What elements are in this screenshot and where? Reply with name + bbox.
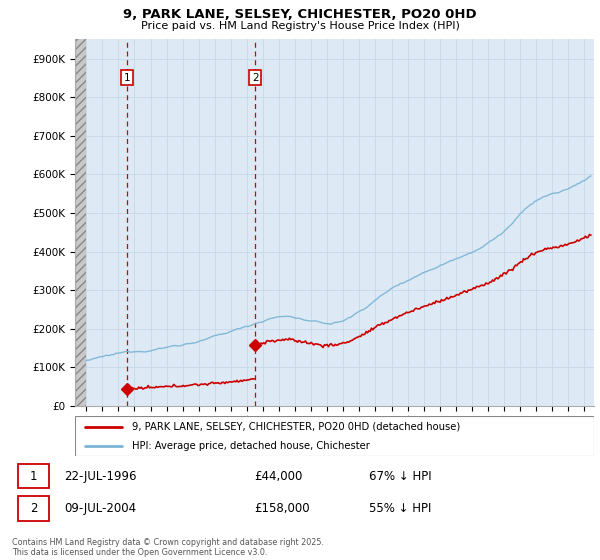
Text: 1: 1 bbox=[124, 73, 131, 83]
Bar bbox=[18, 464, 49, 488]
Text: 22-JUL-1996: 22-JUL-1996 bbox=[64, 470, 136, 483]
Bar bbox=[18, 496, 49, 521]
Text: 1: 1 bbox=[30, 470, 37, 483]
Text: 9, PARK LANE, SELSEY, CHICHESTER, PO20 0HD (detached house): 9, PARK LANE, SELSEY, CHICHESTER, PO20 0… bbox=[132, 422, 460, 432]
Text: Contains HM Land Registry data © Crown copyright and database right 2025.
This d: Contains HM Land Registry data © Crown c… bbox=[12, 538, 324, 557]
Text: £44,000: £44,000 bbox=[254, 470, 302, 483]
Text: Price paid vs. HM Land Registry's House Price Index (HPI): Price paid vs. HM Land Registry's House … bbox=[140, 21, 460, 31]
Text: 2: 2 bbox=[30, 502, 37, 515]
Text: 9, PARK LANE, SELSEY, CHICHESTER, PO20 0HD: 9, PARK LANE, SELSEY, CHICHESTER, PO20 0… bbox=[123, 8, 477, 21]
Text: HPI: Average price, detached house, Chichester: HPI: Average price, detached house, Chic… bbox=[132, 441, 370, 450]
Text: 2: 2 bbox=[252, 73, 259, 83]
Text: 55% ↓ HPI: 55% ↓ HPI bbox=[369, 502, 431, 515]
Text: 09-JUL-2004: 09-JUL-2004 bbox=[64, 502, 136, 515]
Text: £158,000: £158,000 bbox=[254, 502, 310, 515]
Text: 67% ↓ HPI: 67% ↓ HPI bbox=[369, 470, 432, 483]
Bar bbox=[75, 39, 86, 406]
